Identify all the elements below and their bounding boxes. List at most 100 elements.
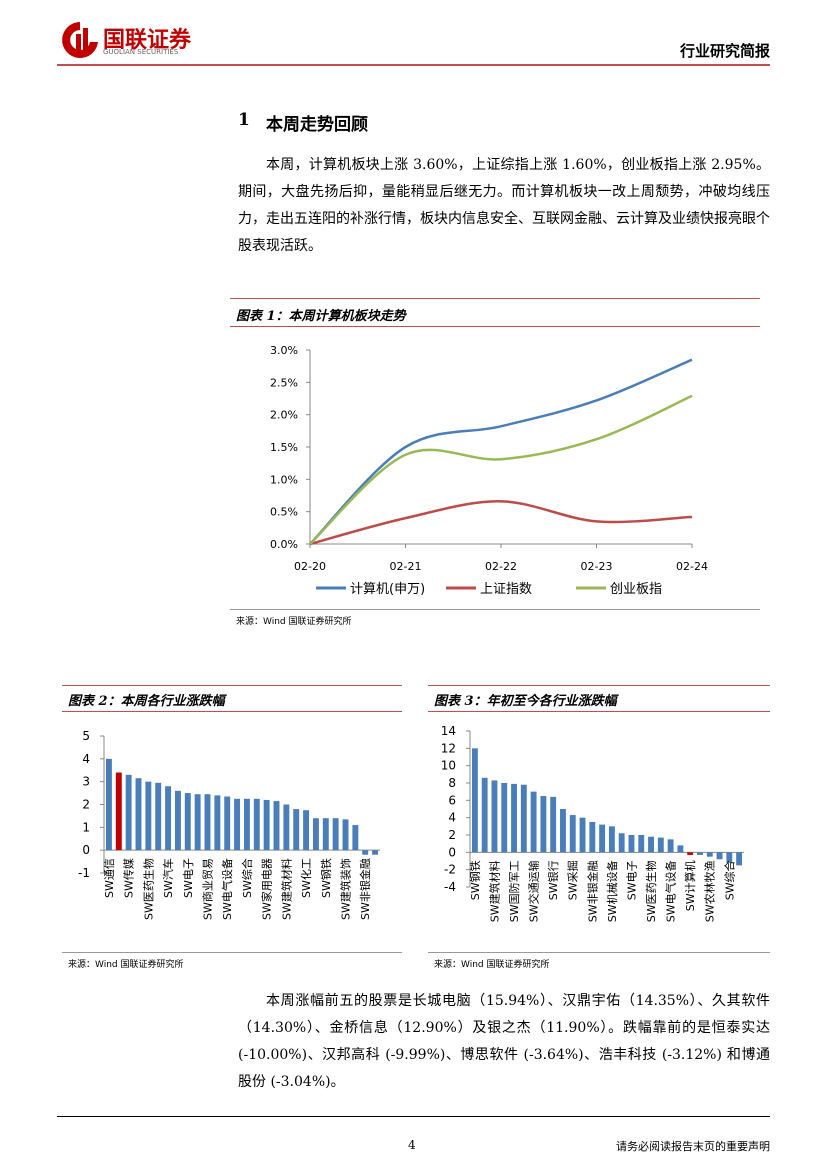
bar <box>303 810 310 851</box>
legend-label: 计算机(申万) <box>350 582 425 597</box>
bar <box>115 772 122 851</box>
bar <box>273 801 280 851</box>
paragraph: 本周，计算机板块上涨 3.60%，上证综指上涨 1.60%，创业板指上涨 2.9… <box>238 157 770 254</box>
chart-title: 图表 2：本周各行业涨跌幅 <box>68 694 225 709</box>
bar <box>263 799 270 851</box>
bar <box>135 778 142 851</box>
disclaimer: 请务必阅读报告末页的重要声明 <box>616 1140 770 1153</box>
y-tick-label: -2 <box>444 863 456 877</box>
x-tick-label: SW建筑材料 <box>279 858 293 920</box>
source: 来源：Wind 国联证券研究所 <box>236 617 352 627</box>
chart: -1 0 1 2 3 4 5 SW通信 SW传媒 SW医药生物 SW汽车 SW电子 SW商业贸易 SW电气… <box>78 729 380 920</box>
bar <box>716 852 723 860</box>
bar <box>174 790 181 851</box>
x-tick-label: SW汽车 <box>161 858 175 898</box>
footer-rule <box>57 1116 770 1117</box>
bar <box>736 852 743 866</box>
y-tick-label: 12 <box>441 741 456 755</box>
y-tick-label: 4 <box>82 752 90 766</box>
bar <box>204 794 211 851</box>
bar <box>638 835 645 853</box>
chart-title: 图表 3：年初至今各行业涨跌幅 <box>434 694 617 709</box>
chart-rule <box>428 685 770 686</box>
y-tick-label: 4 <box>448 811 456 825</box>
bar <box>657 837 664 853</box>
x-tick-label: SW传媒 <box>123 858 136 898</box>
bar <box>608 826 615 853</box>
bar <box>155 782 162 851</box>
y-tick-label: 1.5% <box>270 441 298 454</box>
line-series <box>309 394 693 545</box>
y-tick-label: 3.0% <box>270 344 298 357</box>
y-tick-label: 0 <box>82 843 90 857</box>
x-tick-label: SW电气设备 <box>664 860 678 922</box>
section-number: 1 <box>238 110 250 130</box>
bar <box>105 758 112 851</box>
x-tick-label: SW钢铁 <box>469 860 482 900</box>
x-tick-label: SW家用电器 <box>260 858 274 920</box>
chart-rule <box>62 711 402 712</box>
bar <box>501 783 508 853</box>
bar <box>520 784 527 853</box>
legend-label: 创业板指 <box>610 582 662 597</box>
bar <box>165 786 172 851</box>
y-tick-label: -4 <box>444 880 456 894</box>
report-type: 行业研究简报 <box>679 42 770 60</box>
y-tick-label: 10 <box>441 759 456 773</box>
x-tick-label: SW机械设备 <box>605 860 619 922</box>
x-tick-label: SW通信 <box>103 858 116 898</box>
bar <box>677 845 684 853</box>
section-title: 本周走势回顾 <box>266 115 368 135</box>
bar <box>145 781 152 851</box>
x-tick-label: SW建筑材料 <box>487 860 501 922</box>
x-tick-label: SW非银金融 <box>585 860 599 922</box>
bar <box>214 795 221 851</box>
y-tick-label: 6 <box>448 793 456 807</box>
bar <box>234 798 241 851</box>
bar <box>569 815 576 853</box>
bar <box>648 836 654 853</box>
bar <box>342 819 349 851</box>
x-tick-label: SW电子 <box>625 860 638 900</box>
logo-en: GUOLIAN SECURITIES <box>103 48 179 56</box>
x-tick-label: SW钢铁 <box>320 858 333 898</box>
x-tick-label: 02-20 <box>294 560 326 573</box>
bar <box>372 850 379 855</box>
chart-rule <box>62 685 402 686</box>
logo-icon <box>62 22 98 58</box>
bar <box>560 809 566 853</box>
y-tick-label: 1.0% <box>270 473 298 486</box>
x-tick-label: SW国防军工 <box>507 860 521 922</box>
y-tick-label: 2.5% <box>270 376 298 389</box>
y-tick-label: 14 <box>441 724 456 738</box>
chart-title: 图表 1：本周计算机板块走势 <box>236 309 406 324</box>
y-tick-label: 0.0% <box>270 538 298 551</box>
source-rule <box>230 609 760 610</box>
bar <box>540 796 547 853</box>
x-tick-label: SW综合 <box>722 860 736 900</box>
y-tick-label: 8 <box>448 776 456 790</box>
bar <box>491 780 498 853</box>
bar <box>706 852 713 857</box>
y-tick-label: 3 <box>82 775 90 789</box>
bar <box>589 822 596 853</box>
source-rule <box>428 952 770 953</box>
line-series <box>309 358 693 545</box>
y-tick-label: -1 <box>78 866 90 880</box>
bar <box>599 824 606 853</box>
x-tick-label: SW银行 <box>546 860 560 900</box>
source: 来源：Wind 国联证券研究所 <box>434 960 550 970</box>
x-tick-label: SW电气设备 <box>220 858 234 920</box>
x-tick-label: SW商业贸易 <box>201 858 215 920</box>
x-tick-label: SW医药生物 <box>644 860 658 922</box>
bar <box>224 796 231 851</box>
x-tick-label: SW综合 <box>240 858 254 898</box>
bar <box>628 835 635 853</box>
logo-text: 国联证券 <box>103 28 192 53</box>
bar <box>332 818 339 851</box>
y-tick-label: 2 <box>448 828 456 842</box>
x-tick-label: 02-21 <box>390 560 422 573</box>
line-series <box>309 500 693 546</box>
bar <box>697 852 703 855</box>
